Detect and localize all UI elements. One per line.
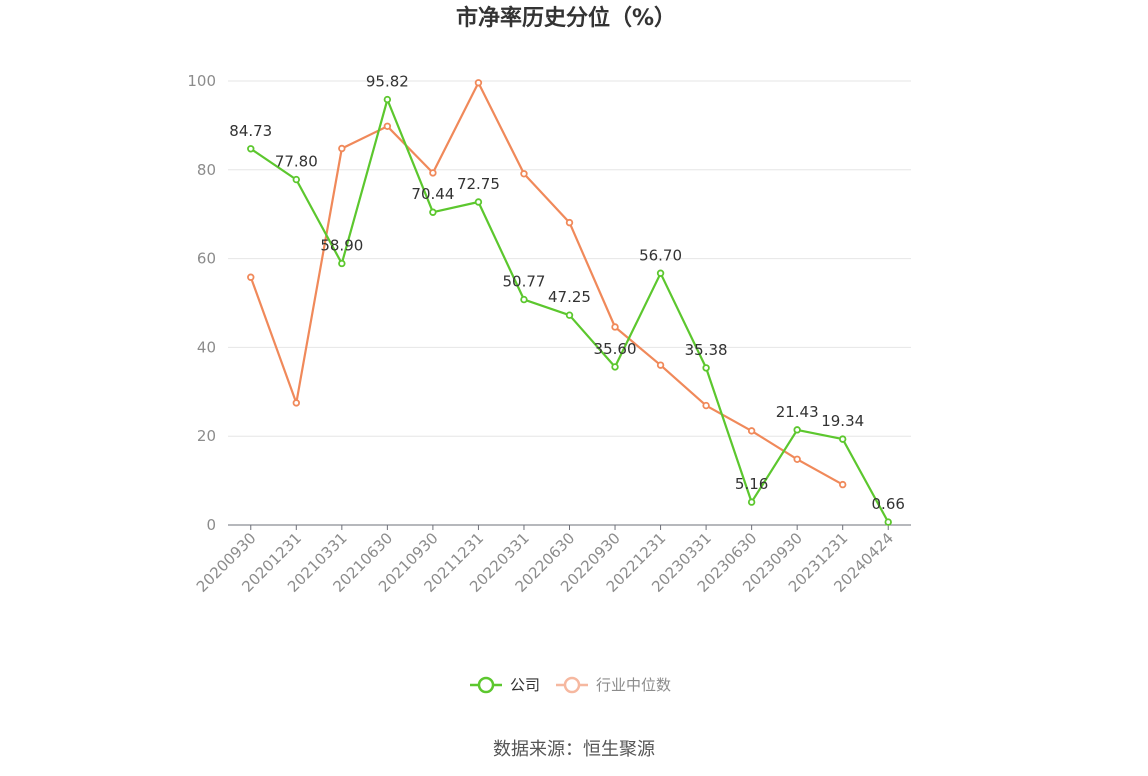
data-point[interactable] xyxy=(702,364,710,372)
data-label: 70.44 xyxy=(411,185,454,203)
data-point[interactable] xyxy=(884,518,892,526)
data-point[interactable] xyxy=(292,399,300,407)
data-point[interactable] xyxy=(565,218,574,227)
data-label: 47.25 xyxy=(548,288,591,306)
data-point[interactable] xyxy=(839,480,847,489)
series-line-company xyxy=(250,98,890,523)
data-label: 19.34 xyxy=(821,412,864,430)
y-tick-label: 0 xyxy=(206,516,216,534)
y-tick-label: 40 xyxy=(197,338,216,356)
data-point[interactable] xyxy=(338,144,346,153)
data-point[interactable] xyxy=(839,435,847,443)
legend-marker-icon xyxy=(477,676,495,694)
legend-marker-icon xyxy=(563,676,581,694)
legend-item-company[interactable]: 公司 xyxy=(470,676,540,694)
data-label: 0.66 xyxy=(872,495,905,513)
data-point[interactable] xyxy=(793,426,801,434)
data-point[interactable] xyxy=(656,361,665,369)
legend[interactable]: 公司 行业中位数 xyxy=(470,676,671,694)
data-label: 56.70 xyxy=(639,246,682,264)
data-point[interactable] xyxy=(520,170,528,178)
data-point[interactable] xyxy=(611,363,619,371)
data-label: 50.77 xyxy=(502,273,545,291)
data-point[interactable] xyxy=(474,79,483,87)
y-tick-label: 20 xyxy=(197,427,216,445)
data-label: 72.75 xyxy=(457,175,500,193)
data-label: 35.60 xyxy=(594,340,637,358)
data-point[interactable] xyxy=(565,311,574,319)
data-point[interactable] xyxy=(247,145,255,153)
grid xyxy=(228,80,911,437)
data-point[interactable] xyxy=(383,95,392,104)
data-label: 35.38 xyxy=(685,341,728,359)
legend-label: 公司 xyxy=(510,676,540,694)
data-point[interactable] xyxy=(383,122,392,130)
source-note: 数据来源：恒生聚源 xyxy=(493,739,655,760)
data-point[interactable] xyxy=(474,198,483,206)
data-point[interactable] xyxy=(747,427,756,435)
data-point[interactable] xyxy=(793,455,801,463)
data-point[interactable] xyxy=(747,498,756,506)
data-point[interactable] xyxy=(429,208,437,216)
axes: 0204060801002020093020201231202103312021… xyxy=(187,72,911,596)
data-point[interactable] xyxy=(338,259,346,268)
data-point[interactable] xyxy=(656,269,665,277)
series xyxy=(247,79,892,526)
data-label: 95.82 xyxy=(366,73,409,91)
data-point[interactable] xyxy=(611,323,619,331)
y-tick-label: 100 xyxy=(187,72,216,90)
data-point[interactable] xyxy=(429,169,437,177)
legend-label: 行业中位数 xyxy=(596,676,671,694)
data-label: 58.90 xyxy=(320,236,363,254)
y-tick-label: 80 xyxy=(197,161,216,179)
data-label: 21.43 xyxy=(776,403,819,421)
data-point[interactable] xyxy=(702,401,710,410)
series-line-industry-median xyxy=(249,81,844,486)
y-tick-label: 60 xyxy=(197,250,216,268)
data-label: 5.16 xyxy=(735,475,768,493)
data-label: 84.73 xyxy=(229,122,272,140)
data-point[interactable] xyxy=(292,175,300,184)
data-point[interactable] xyxy=(520,295,528,304)
chart-title: 市净率历史分位（%） xyxy=(456,5,676,31)
data-label: 77.80 xyxy=(275,153,318,171)
legend-item-industry-median[interactable]: 行业中位数 xyxy=(556,676,671,694)
data-point[interactable] xyxy=(247,273,255,281)
